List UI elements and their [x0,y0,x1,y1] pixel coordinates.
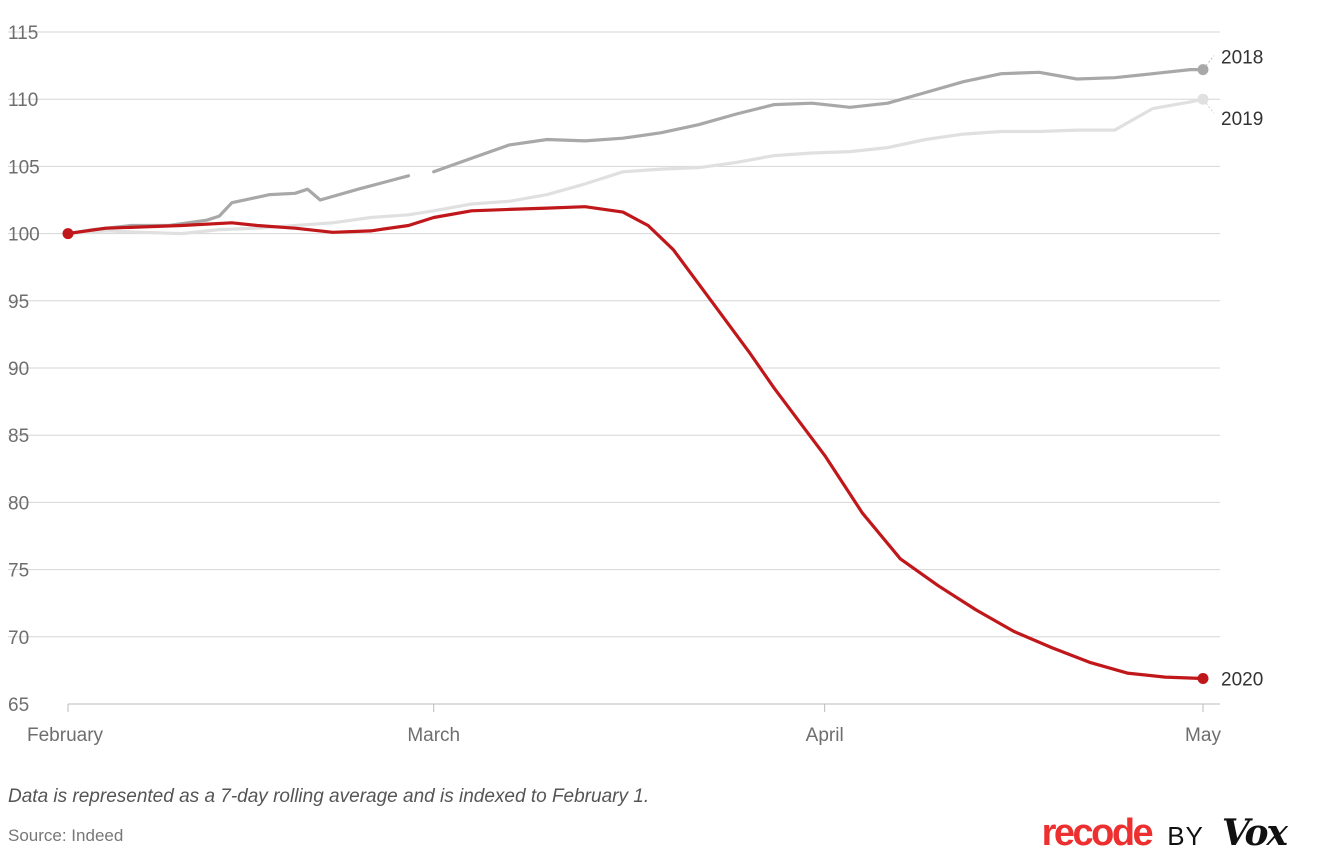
series-end-marker-2019 [1197,93,1209,105]
y-tick-label-100: 100 [8,225,40,246]
series-label-2020: 2020 [1221,669,1263,690]
series-start-marker-2020 [62,228,74,240]
job-postings-line-chart: 65 70 75 80 85 90 95 100 105 110 115 February March… [8,23,1263,746]
vox-logo-text: Vox [1221,812,1288,854]
y-tick-label-70: 70 [8,628,29,649]
x-tick-label-april: April [806,725,844,746]
y-tick-label-110: 110 [8,90,38,111]
series-label-2018: 2018 [1221,48,1263,69]
leader-line-2018 [1205,55,1215,66]
y-tick-label-95: 95 [8,292,29,313]
recode-logo-text: recode [1041,812,1154,854]
y-tick-label-90: 90 [8,359,29,380]
series-line-2018 [66,68,1205,236]
series-end-marker-2020 [1197,672,1209,684]
y-tick-label-75: 75 [8,561,29,582]
x-tick-label-march: March [407,725,460,746]
series-label-2019: 2019 [1221,109,1263,130]
gridlines [8,31,1220,638]
x-tick-label-may: May [1185,725,1221,746]
x-tick-label-february: February [27,725,104,746]
series-end-marker-2018 [1197,64,1209,76]
series-end-labels: 2019 2018 2020 [1205,48,1263,690]
y-tick-label-65: 65 [8,695,29,716]
y-axis: 65 70 75 80 85 90 95 100 105 110 115 [8,23,40,716]
brand-by-text: BY [1167,821,1204,851]
leader-line-2019 [1205,102,1215,114]
y-tick-label-115: 115 [8,23,38,44]
chart-footnote: Data is represented as a 7-day rolling a… [8,786,650,807]
brand-logo: recode BY Vox [1041,812,1288,855]
y-tick-label-80: 80 [8,493,29,514]
y-tick-label-85: 85 [8,426,29,447]
y-tick-label-105: 105 [8,157,40,178]
x-axis: February March April May [27,703,1221,746]
chart-source: Source: Indeed [8,826,124,845]
series-line-2019 [66,97,1205,236]
series-line-2020 [66,205,1205,681]
series-lines [62,64,1209,684]
